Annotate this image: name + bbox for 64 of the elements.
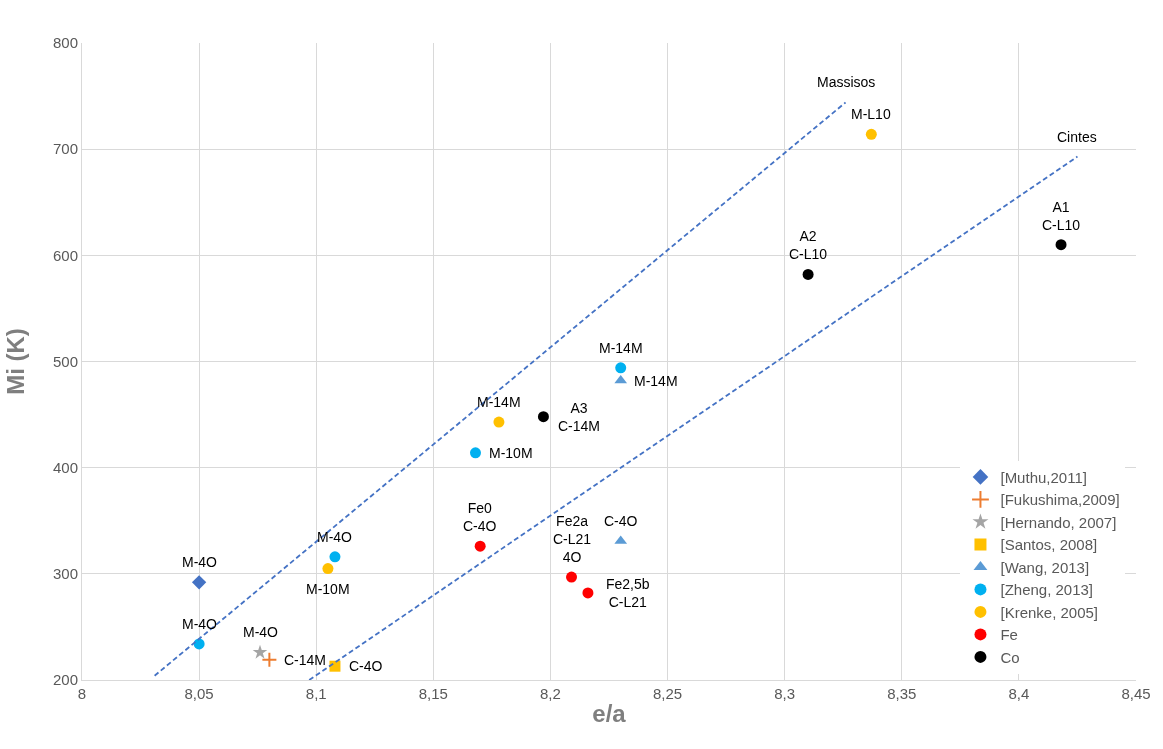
x-tick-label: 8,4 <box>1008 685 1030 702</box>
x-axis-title: e/a <box>592 700 627 728</box>
annotation: Fe0 C-4O <box>463 500 497 535</box>
annotation: M-14M <box>599 340 643 356</box>
annotation: M-4O <box>182 616 218 632</box>
x-tick-label: 8,25 <box>652 685 683 702</box>
point <box>566 571 578 583</box>
legend-label: [Wang, 2013] <box>1000 558 1090 576</box>
legend-label: [Muthu,2011] <box>1000 468 1087 486</box>
point <box>802 268 814 280</box>
point <box>469 447 481 459</box>
x-tick-label: 8,2 <box>540 685 561 702</box>
point <box>261 651 278 668</box>
y-tick-label: 300 <box>52 565 78 583</box>
legend-label: Fe <box>1000 626 1018 644</box>
x-tick-label: 8,45 <box>1121 685 1151 702</box>
point <box>582 587 594 599</box>
annotation: Cintes <box>1057 129 1097 145</box>
point <box>493 416 505 428</box>
point <box>191 575 207 590</box>
annotation: M-10M <box>489 445 533 461</box>
annotation: Fe2a C-L21 4O <box>553 513 592 566</box>
annotation: A2 C-L10 <box>789 228 828 263</box>
annotation: M-4O <box>243 624 279 640</box>
annotation: C-14M <box>284 652 327 668</box>
y-tick-label: 800 <box>52 34 78 52</box>
y-tick-label: 700 <box>52 140 78 158</box>
x-tick-label: 8,3 <box>774 685 796 702</box>
x-tick-label: 8,1 <box>305 685 327 702</box>
annotation: Fe2,5b C-L21 <box>606 576 650 611</box>
point <box>329 551 341 563</box>
annotation: M-14M <box>634 373 678 389</box>
x-tick-label: 8,15 <box>418 685 448 702</box>
y-axis-title: Mi (K) <box>2 328 29 395</box>
annotation: C-4O <box>604 513 638 529</box>
annotation: M-L10 <box>851 106 891 122</box>
legend-label: [Krenke, 2005] <box>1000 603 1099 621</box>
y-tick-label: 500 <box>52 352 78 370</box>
annotation: M-4O <box>182 554 218 570</box>
point <box>865 128 877 140</box>
point <box>474 540 486 552</box>
annotation: A3 C-14M <box>558 400 601 435</box>
legend-label: [Zheng, 2013] <box>1000 581 1094 599</box>
legend-label: [Fukushima,2009] <box>1000 491 1120 509</box>
legend-label: [Hernando, 2007] <box>1000 513 1117 531</box>
point <box>252 644 268 659</box>
annotation: Massisos <box>817 74 876 90</box>
legend-label: Co <box>1000 648 1020 666</box>
y-tick-label: 600 <box>52 246 78 264</box>
x-tick-label: 8,35 <box>887 685 917 702</box>
annotation: A1 C-L10 <box>1042 199 1081 234</box>
legend-label: [Santos, 2008] <box>1000 536 1098 554</box>
annotation: M-4O <box>317 529 353 545</box>
point <box>322 563 334 575</box>
point <box>537 411 549 423</box>
point <box>615 362 627 374</box>
annotation: M-10M <box>306 581 350 597</box>
y-tick-label: 200 <box>52 671 78 689</box>
point <box>1055 239 1067 251</box>
x-tick-label: 8,05 <box>184 685 214 702</box>
annotation: M-14M <box>477 394 521 410</box>
annotation: C-4O <box>349 658 383 674</box>
x-tick-label: 8 <box>77 685 87 702</box>
y-tick-label: 400 <box>52 458 78 476</box>
